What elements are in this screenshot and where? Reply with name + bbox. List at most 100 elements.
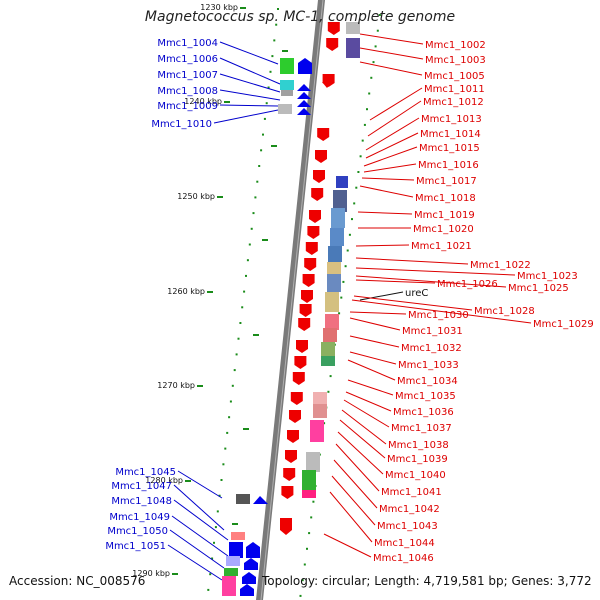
kbp-tick-label: 1280 kbp <box>145 476 183 485</box>
gene-features <box>222 22 360 596</box>
reverse-gene-arrow <box>302 274 315 287</box>
leader-lines <box>167 33 532 581</box>
reverse-gene-arrow <box>326 38 339 51</box>
tick-dot <box>370 76 373 79</box>
kbp-tick-mark <box>224 101 230 103</box>
gene-label: Mmc1_1003 <box>425 55 486 66</box>
gene-label: Mmc1_1023 <box>517 271 578 282</box>
leader-line <box>355 244 410 247</box>
gene-block <box>323 328 337 342</box>
gene-label: Mmc1_1013 <box>421 114 482 125</box>
kbp-tick-label: 1250 kbp <box>177 192 215 201</box>
reverse-gene-arrow <box>313 170 325 183</box>
leader-line <box>345 391 392 412</box>
leader-line <box>337 431 384 475</box>
leader-line <box>167 544 223 581</box>
reverse-gene-arrow <box>287 430 299 443</box>
forward-gene-arrow <box>297 84 311 91</box>
reverse-gene-arrow <box>292 372 305 385</box>
tick-dot <box>338 312 341 315</box>
gene-label: Mmc1_1028 <box>474 306 535 317</box>
leader-line <box>363 163 417 173</box>
leader-line <box>169 529 225 569</box>
gene-block <box>229 542 243 558</box>
tick-dot <box>376 29 379 32</box>
gene-block <box>280 80 294 90</box>
tick-dot <box>262 133 264 136</box>
kbp-tick-mark <box>207 291 213 293</box>
leader-line <box>171 515 229 557</box>
gene-label: Mmc1_1031 <box>402 326 463 337</box>
kbp-tick-mark <box>240 7 246 9</box>
tick-dot <box>258 165 261 167</box>
leader-line <box>365 117 420 151</box>
tick-dot <box>263 117 266 120</box>
gene-label: Mmc1_1044 <box>374 538 435 549</box>
tick-dot <box>308 532 311 535</box>
gene-block <box>346 38 360 58</box>
gene-label: Mmc1_1020 <box>413 224 474 235</box>
reverse-gene-arrow <box>281 486 294 499</box>
gene-block <box>328 246 342 262</box>
gene-label: Mmc1_1010 <box>151 119 212 130</box>
summary-text: Topology: circular; Length: 4,719,581 bp… <box>262 574 592 588</box>
genome-axis-highlight <box>260 0 324 600</box>
tick-dot <box>372 61 375 64</box>
leader-line <box>343 399 390 428</box>
tick-dot <box>250 227 253 230</box>
kbp-tick-label: 1290 kbp <box>132 569 170 578</box>
tick-dot <box>273 39 276 42</box>
leader-line <box>355 267 516 276</box>
gene-label: Mmc1_1007 <box>157 70 218 81</box>
tick-dot <box>224 447 227 450</box>
kbp-tick-mark <box>185 480 191 482</box>
kbp-tick-mark <box>262 239 268 241</box>
kbp-tick-mark <box>232 523 238 525</box>
tick-dot <box>327 390 330 393</box>
tick-dot <box>271 55 274 58</box>
tick-dot <box>366 108 368 111</box>
tick-dot <box>213 541 215 544</box>
tick-dot <box>357 171 360 173</box>
tick-dot <box>303 563 306 566</box>
reverse-gene-arrow <box>290 392 303 405</box>
gene-label: Mmc1_1012 <box>423 97 484 108</box>
leader-line <box>213 109 279 124</box>
tick-dot <box>306 547 308 550</box>
leader-line <box>349 335 400 348</box>
leader-line <box>361 177 415 181</box>
gene-block <box>327 262 341 274</box>
gene-label: Mmc1_1035 <box>395 391 456 402</box>
kbp-tick-mark <box>172 573 178 575</box>
tick-dot <box>374 45 377 48</box>
tick-dot <box>228 416 231 419</box>
tick-dot <box>310 516 313 519</box>
gene-block <box>224 568 238 576</box>
gene-label: Mmc1_1050 <box>107 526 168 537</box>
tick-dot <box>254 196 257 199</box>
tick-dot <box>235 353 238 356</box>
genome-axis <box>256 0 325 600</box>
gene-block <box>310 420 324 442</box>
tick-dot <box>220 479 223 481</box>
tick-dot <box>275 23 278 26</box>
leader-line <box>355 275 507 288</box>
kbp-tick-label: 1230 kbp <box>200 3 238 12</box>
tick-dot <box>209 573 212 576</box>
gene-label: Mmc1_1009 <box>157 101 218 112</box>
gene-label: Mmc1_1019 <box>414 210 475 221</box>
tick-dot <box>277 8 279 10</box>
tick-dot <box>260 149 263 152</box>
gene-label: Mmc1_1045 <box>115 467 176 478</box>
leader-line <box>365 132 419 159</box>
gene-block <box>236 494 250 504</box>
gene-block <box>302 490 316 498</box>
forward-gene-arrow <box>246 542 260 558</box>
tick-dot <box>301 579 304 582</box>
reverse-gene-arrow <box>309 210 321 223</box>
gene-label: Mmc1_1039 <box>387 454 448 465</box>
kbp-tick-mark <box>253 334 259 336</box>
gene-label: Mmc1_1046 <box>373 553 434 564</box>
tick-dot <box>239 322 242 324</box>
gene-label: Mmc1_1032 <box>401 343 462 354</box>
